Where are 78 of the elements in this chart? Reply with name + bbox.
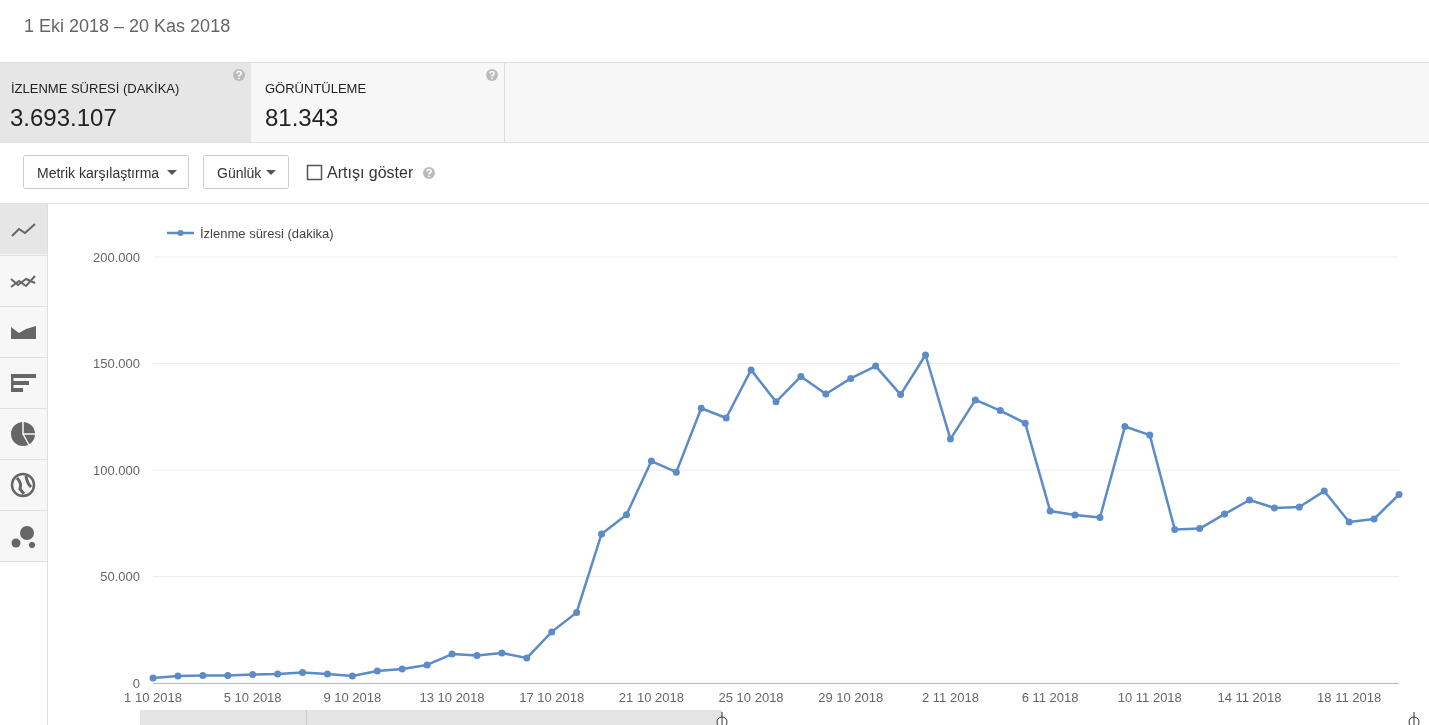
text: İZLENME SÜRESİ (DAKİKA) xyxy=(11,81,180,96)
point xyxy=(971,396,979,404)
point xyxy=(722,414,730,422)
x-tick-label: 2 11 2018 xyxy=(922,690,979,705)
point xyxy=(1121,423,1129,431)
point xyxy=(573,609,581,616)
x-tick-label: 14 11 2018 xyxy=(1217,690,1282,705)
point xyxy=(1096,514,1104,521)
point xyxy=(772,398,780,406)
point xyxy=(622,511,630,519)
point xyxy=(872,362,880,370)
point xyxy=(423,661,431,669)
point xyxy=(224,672,232,680)
point xyxy=(199,672,207,680)
legend-label: İzlenme süresi (dakika) xyxy=(200,225,334,241)
text: GÖRÜNTÜLEME xyxy=(265,81,367,96)
chart-title: 1 Eki 2018 – 20 Kas 2018 xyxy=(24,16,231,36)
text: 81.343 xyxy=(265,104,339,131)
point xyxy=(1021,419,1029,427)
y-tick-label: 200.000 xyxy=(93,249,140,265)
x-tick-label: 1 10 2018 xyxy=(124,690,182,705)
point xyxy=(598,530,606,538)
y-tick-label: 50.000 xyxy=(100,569,140,584)
x-tick-label: 29 10 2018 xyxy=(818,690,884,705)
point xyxy=(1071,511,1079,519)
point xyxy=(1370,515,1378,523)
y-tick-label: 150.000 xyxy=(93,356,140,371)
point xyxy=(473,652,481,660)
text: 3.693.107 xyxy=(10,104,117,131)
x-tick-label: 6 11 2018 xyxy=(1021,690,1079,705)
point xyxy=(1146,431,1154,439)
point xyxy=(647,457,655,465)
point xyxy=(847,374,855,382)
point xyxy=(348,672,356,680)
point xyxy=(1221,510,1229,518)
point xyxy=(548,628,556,636)
x-tick-label: 17 10 2018 xyxy=(519,690,585,705)
point xyxy=(498,649,506,657)
point xyxy=(523,654,531,662)
point xyxy=(697,404,705,412)
x-tick-label: 9 10 2018 xyxy=(323,690,382,705)
point xyxy=(1295,503,1303,511)
text: Günlük xyxy=(217,165,263,181)
text: Artışı göster xyxy=(327,164,414,181)
point xyxy=(672,468,680,476)
x-tick-label: 18 11 2018 xyxy=(1317,690,1382,705)
point xyxy=(1345,518,1353,526)
point xyxy=(274,670,282,678)
point xyxy=(1395,491,1403,498)
x-tick-label: 10 11 2018 xyxy=(1117,690,1182,705)
y-tick-label: 100.000 xyxy=(93,462,140,478)
point xyxy=(398,665,406,673)
x-tick-label: 5 10 2018 xyxy=(223,690,282,705)
point xyxy=(1196,525,1204,533)
point xyxy=(323,670,331,678)
point xyxy=(299,669,307,677)
point xyxy=(946,435,954,443)
point xyxy=(996,407,1004,415)
point xyxy=(448,650,456,658)
point xyxy=(1245,496,1253,504)
point xyxy=(373,667,381,675)
point xyxy=(897,391,905,399)
point xyxy=(1270,504,1278,512)
y-tick-label: 0 xyxy=(132,675,140,691)
point xyxy=(174,672,182,680)
point xyxy=(149,674,157,682)
point xyxy=(922,351,930,359)
x-tick-label: 25 10 2018 xyxy=(718,690,784,705)
x-tick-label: 21 10 2018 xyxy=(618,690,684,705)
text: Metrik karşılaştırma xyxy=(37,165,160,181)
point xyxy=(747,366,755,374)
point xyxy=(797,372,805,380)
point xyxy=(249,670,257,678)
x-tick-label: 13 10 2018 xyxy=(419,690,485,705)
point xyxy=(1171,525,1179,533)
point xyxy=(822,390,830,398)
point xyxy=(1046,507,1054,515)
point xyxy=(1320,487,1328,495)
